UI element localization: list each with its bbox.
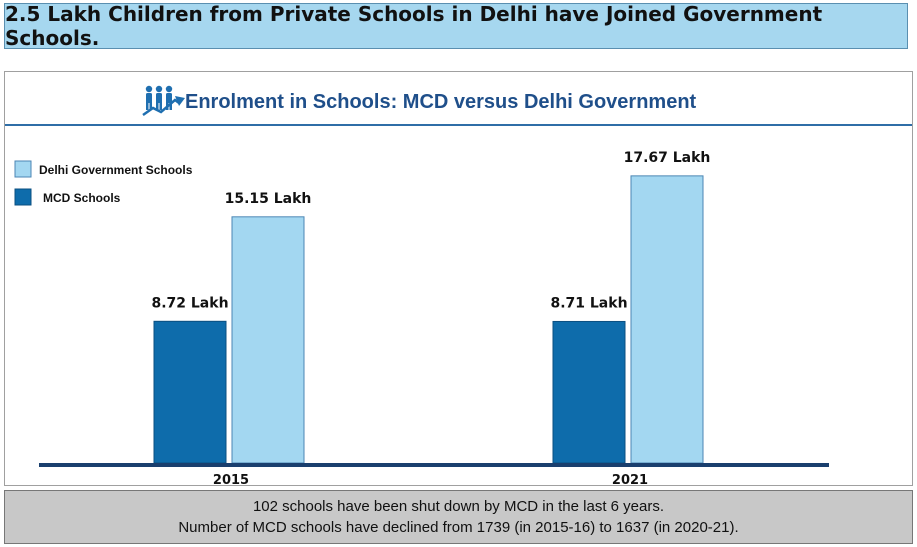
- chart-title: Enrolment in Schools: MCD versus Delhi G…: [185, 91, 697, 113]
- footer-line-2: Number of MCD schools have declined from…: [178, 519, 739, 536]
- bar-delhi-gov-2015: [231, 216, 305, 464]
- data-label-mcd-2021: 8.71 Lakh: [550, 295, 627, 311]
- bar-mcd-2015: [153, 320, 227, 464]
- x-axis-labels: 2015 2021: [213, 473, 648, 485]
- people-growth-icon: [142, 85, 185, 117]
- chart-header: Enrolment in Schools: MCD versus Delhi G…: [5, 72, 912, 126]
- legend-label-mcd: MCD Schools: [43, 191, 121, 205]
- chart-legend: Delhi Government Schools MCD Schools: [14, 160, 193, 206]
- footer-line-1: 102 schools have been shut down by MCD i…: [252, 498, 665, 515]
- x-tick-label-2015: 2015: [213, 473, 249, 485]
- footer-note: 102 schools have been shut down by MCD i…: [4, 490, 913, 544]
- x-tick-label-2021: 2021: [612, 473, 648, 485]
- bar-mcd-2021: [552, 320, 626, 464]
- legend-swatch-mcd: [14, 188, 32, 206]
- bar-group: 8.72 Lakh 15.15 Lakh 8.71 Lakh 17.67 Lakh: [151, 150, 711, 464]
- bar-delhi-gov-2021: [630, 175, 704, 464]
- headline-banner: 2.5 Lakh Children from Private Schools i…: [4, 2, 908, 50]
- bar-chart: Delhi Government Schools MCD Schools 8.7…: [14, 150, 829, 485]
- legend-label-delhi-gov: Delhi Government Schools: [39, 163, 193, 177]
- legend-swatch-delhi-gov: [14, 160, 32, 178]
- data-label-mcd-2015: 8.72 Lakh: [151, 295, 228, 311]
- headline-text: 2.5 Lakh Children from Private Schools i…: [5, 2, 823, 50]
- data-label-delhi-gov-2015: 15.15 Lakh: [225, 191, 312, 207]
- chart-panel: Enrolment in Schools: MCD versus Delhi G…: [4, 71, 913, 486]
- data-label-delhi-gov-2021: 17.67 Lakh: [624, 150, 711, 166]
